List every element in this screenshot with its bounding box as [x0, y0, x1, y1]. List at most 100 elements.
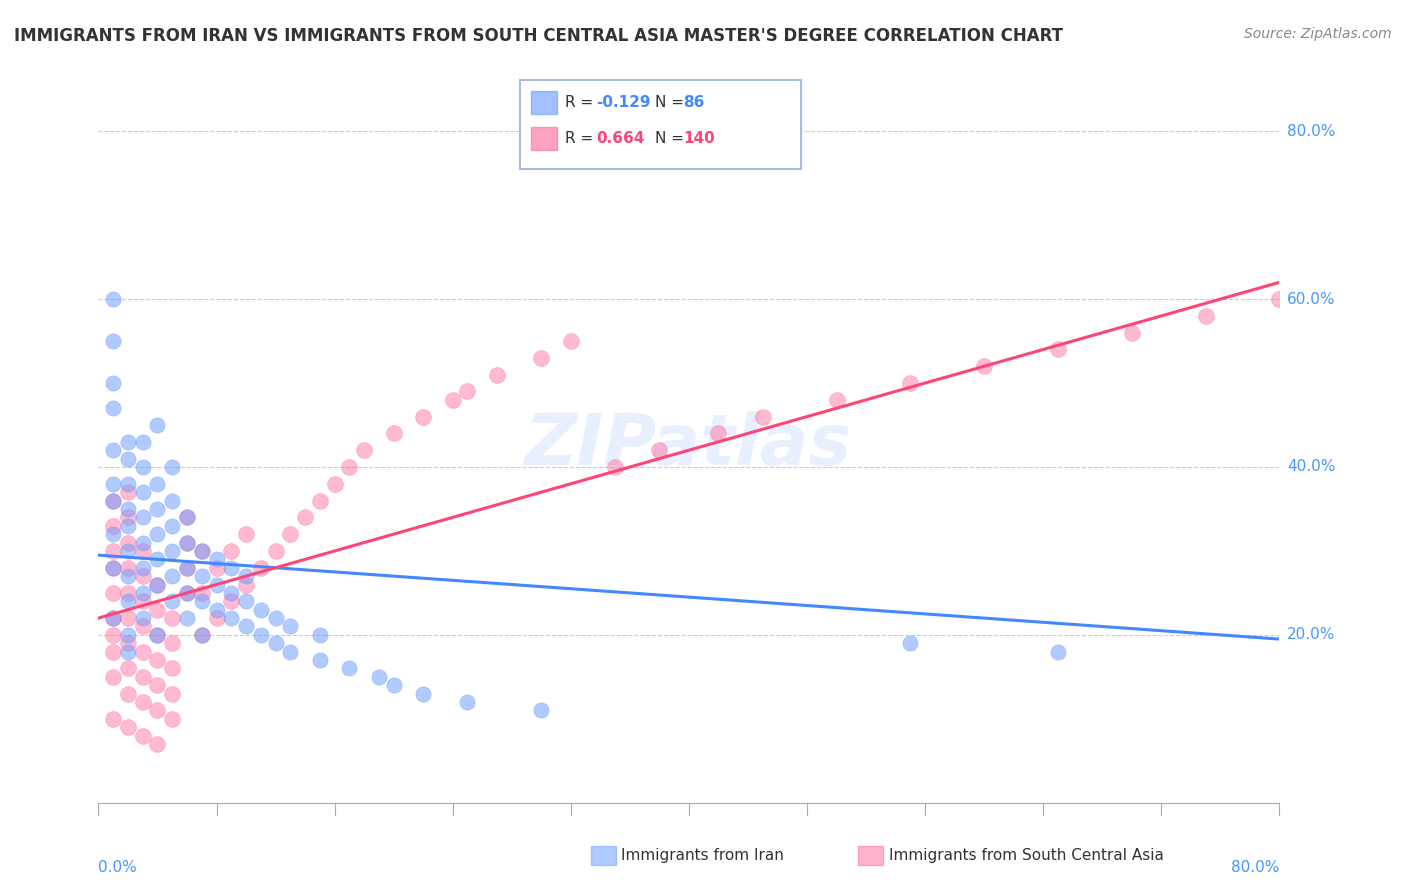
Point	[117, 560, 139, 574]
Point	[103, 493, 125, 508]
Text: 0.664: 0.664	[596, 131, 644, 145]
Point	[132, 619, 155, 633]
Point	[146, 552, 169, 566]
Point	[648, 443, 671, 458]
Point	[221, 586, 243, 600]
Point	[280, 527, 302, 541]
Point	[1121, 326, 1143, 340]
Point	[146, 653, 169, 667]
Point	[162, 611, 183, 625]
Point	[280, 645, 302, 659]
Point	[235, 594, 257, 608]
Point	[250, 603, 273, 617]
Point	[605, 460, 627, 475]
Point	[191, 569, 214, 583]
Point	[117, 645, 139, 659]
Point	[146, 577, 169, 591]
Point	[117, 661, 139, 675]
Point	[176, 510, 198, 524]
Point	[457, 384, 479, 399]
Point	[530, 703, 553, 717]
Point	[162, 518, 183, 533]
Point	[132, 535, 155, 549]
Text: -0.129: -0.129	[596, 95, 651, 110]
Point	[117, 687, 139, 701]
Point	[221, 560, 243, 574]
Text: 60.0%: 60.0%	[1286, 292, 1336, 307]
Point	[132, 611, 155, 625]
Point	[103, 712, 125, 726]
Point	[117, 544, 139, 558]
Point	[132, 670, 155, 684]
Point	[132, 645, 155, 659]
Point	[176, 535, 198, 549]
Point	[103, 518, 125, 533]
Point	[205, 560, 228, 574]
Point	[103, 527, 125, 541]
Point	[235, 569, 257, 583]
Point	[176, 611, 198, 625]
Text: Source: ZipAtlas.com: Source: ZipAtlas.com	[1244, 27, 1392, 41]
Point	[146, 628, 169, 642]
Point	[146, 417, 169, 432]
Point	[294, 510, 316, 524]
Point	[103, 628, 125, 642]
Point	[368, 670, 391, 684]
Point	[309, 493, 332, 508]
Point	[132, 434, 155, 449]
Point	[323, 476, 346, 491]
Point	[707, 426, 730, 441]
Point	[280, 619, 302, 633]
Point	[162, 493, 183, 508]
Text: 40.0%: 40.0%	[1286, 459, 1336, 475]
Text: 80.0%: 80.0%	[1286, 124, 1336, 138]
Point	[132, 560, 155, 574]
Point	[146, 476, 169, 491]
Point	[162, 636, 183, 650]
Point	[103, 401, 125, 416]
Point	[146, 678, 169, 692]
Point	[221, 594, 243, 608]
Point	[146, 737, 169, 751]
Point	[117, 485, 139, 500]
Point	[146, 603, 169, 617]
Text: N =: N =	[655, 131, 689, 145]
Point	[146, 577, 169, 591]
Point	[353, 443, 375, 458]
Point	[221, 544, 243, 558]
Point	[900, 376, 922, 390]
Text: ZIPatlas: ZIPatlas	[526, 411, 852, 481]
Point	[176, 586, 198, 600]
Point	[103, 645, 125, 659]
Point	[132, 695, 155, 709]
Point	[132, 485, 155, 500]
Point	[1268, 292, 1291, 306]
Point	[146, 527, 169, 541]
Text: IMMIGRANTS FROM IRAN VS IMMIGRANTS FROM SOUTH CENTRAL ASIA MASTER'S DEGREE CORRE: IMMIGRANTS FROM IRAN VS IMMIGRANTS FROM …	[14, 27, 1063, 45]
Point	[132, 594, 155, 608]
Point	[1046, 343, 1070, 357]
Point	[250, 560, 273, 574]
Text: N =: N =	[655, 95, 689, 110]
Point	[176, 586, 198, 600]
Point	[103, 670, 125, 684]
Point	[264, 544, 287, 558]
Point	[117, 586, 139, 600]
Point	[117, 518, 139, 533]
Point	[221, 611, 243, 625]
Point	[205, 577, 228, 591]
Point	[162, 687, 183, 701]
Point	[132, 510, 155, 524]
Point	[191, 586, 214, 600]
Point	[235, 577, 257, 591]
Point	[162, 712, 183, 726]
Point	[103, 292, 125, 306]
Point	[103, 443, 125, 458]
Point	[146, 703, 169, 717]
Point	[103, 544, 125, 558]
Text: 86: 86	[683, 95, 704, 110]
Text: 20.0%: 20.0%	[1286, 627, 1336, 642]
Point	[176, 510, 198, 524]
Point	[117, 569, 139, 583]
Point	[176, 560, 198, 574]
